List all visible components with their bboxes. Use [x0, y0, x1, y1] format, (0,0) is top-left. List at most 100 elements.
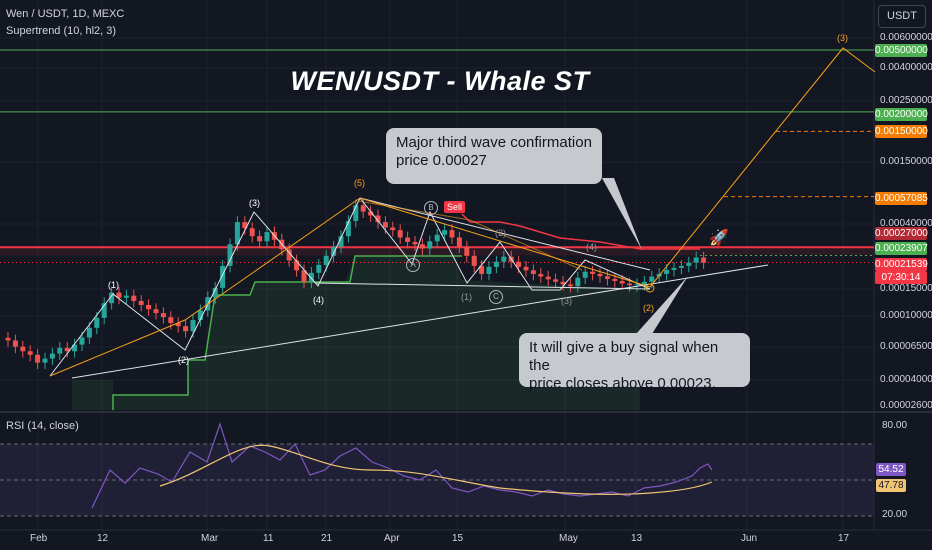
time-tick: Apr: [384, 533, 400, 544]
time-tick: Mar: [201, 533, 219, 544]
orange-trend-line: [357, 200, 583, 271]
elliott-wave-main: [49, 197, 361, 377]
resistance-zone: [0, 246, 874, 256]
candle-body: [101, 303, 107, 318]
rsi-tick: 20.00: [882, 509, 908, 520]
time-tick: Feb: [30, 533, 48, 544]
callout-top-line-1: Major third wave confirmation: [396, 134, 592, 151]
price-tick: 0.00015000: [880, 283, 932, 294]
candle-body: [146, 304, 152, 310]
callout-buy-signal: It will give a buy signal when the price…: [519, 333, 750, 392]
candle-body: [286, 249, 292, 261]
candle-body: [412, 241, 418, 245]
candle-body: [212, 287, 218, 298]
subwave-label-4: (4): [586, 242, 597, 252]
price-tick: 0.00600000: [880, 32, 932, 43]
candle-body: [331, 246, 337, 256]
candle-body: [538, 273, 544, 277]
candle-body: [94, 317, 100, 328]
candle-body: [582, 271, 588, 278]
candle-body: [523, 266, 529, 271]
candle-body: [501, 256, 507, 262]
candle-body: [516, 261, 522, 267]
candle-body: [627, 283, 633, 286]
candle-body: [464, 246, 470, 256]
price-tick: 0.00400000: [880, 62, 932, 73]
candle-body: [64, 347, 70, 352]
candle-body: [486, 266, 492, 274]
candle-body: [567, 284, 573, 287]
candle-body: [456, 237, 462, 247]
wave-label-2: (2): [178, 355, 189, 365]
rsi-lines: [91, 422, 713, 509]
candle-body: [20, 346, 26, 352]
subwave-label-1: (1): [461, 292, 472, 302]
candle-body: [57, 347, 63, 354]
candle-body: [449, 230, 455, 238]
wave-label-1: (1): [108, 280, 119, 290]
candle-body: [619, 280, 625, 284]
candle-body: [493, 261, 499, 267]
candle-body: [264, 232, 270, 242]
callout-bottom-line-2: price closes above 0.00023.: [529, 375, 716, 392]
candle-body: [27, 351, 33, 355]
candle-body: [72, 344, 78, 352]
subwave-label-2: (2): [495, 228, 506, 238]
candle-body: [175, 323, 181, 327]
candle-body: [160, 313, 166, 318]
candle-body: [190, 320, 196, 332]
elliott-wave-correction: [359, 197, 651, 291]
rocket-icon: 🚀: [709, 230, 729, 247]
candle-body: [79, 337, 85, 345]
candle-body: [131, 295, 137, 301]
rsi-value-tag: 54.52: [876, 463, 906, 476]
candle-body: [693, 257, 699, 263]
candle-body: [242, 222, 248, 229]
price-tag-level-0239: 0.00023907: [875, 242, 928, 255]
currency-button[interactable]: USDT: [878, 5, 926, 28]
price-tag-level-15: 0.00150000: [875, 125, 928, 138]
candle-body: [49, 353, 55, 359]
candle-body: [405, 237, 411, 242]
time-tick: 12: [97, 533, 109, 544]
candle-body: [634, 284, 640, 286]
countdown-tag: 07:30:14: [875, 271, 927, 284]
price-tick: 0.00150000: [880, 156, 932, 167]
subwave-label-3: (3): [561, 296, 572, 306]
candle-body: [649, 276, 655, 282]
time-tick: 21: [321, 533, 333, 544]
candle-body: [553, 279, 559, 282]
candle-body: [316, 264, 322, 273]
callout-bottom-line-1: It will give a buy signal when the: [529, 339, 719, 374]
candle-body: [323, 255, 329, 265]
wedge-lower-line: [314, 282, 651, 290]
candle-body: [678, 265, 684, 268]
candle-body: [227, 244, 233, 266]
wave-2-marker: [645, 283, 655, 293]
price-tag-level-5: 0.00500000: [875, 44, 928, 57]
candle-body: [419, 244, 425, 249]
rsi-line: [91, 422, 713, 509]
supertrend-label: Supertrend (10, hl2, 3): [6, 25, 117, 37]
candle-body: [479, 265, 485, 274]
callout-pointer-top: [602, 178, 642, 250]
candle-body: [664, 269, 670, 274]
wave-drawings: [49, 47, 876, 379]
candle-body: [249, 228, 255, 237]
candle-body: [390, 227, 396, 231]
chart-grid: [0, 0, 874, 530]
price-tag-level-027: 0.00027000: [875, 227, 928, 240]
candle-body: [338, 236, 344, 247]
wave-label-3: (3): [249, 198, 260, 208]
rsi-ma-line: [159, 444, 713, 495]
candle-body: [427, 241, 433, 249]
candle-body: [375, 215, 381, 223]
candle-body: [368, 211, 374, 216]
wave-label-big-2: (2): [643, 303, 654, 313]
price-tick: 0.00006500: [880, 341, 932, 352]
candle-body: [42, 358, 48, 363]
candle-body: [612, 278, 618, 281]
wave-label-target-3: (3): [837, 33, 848, 43]
